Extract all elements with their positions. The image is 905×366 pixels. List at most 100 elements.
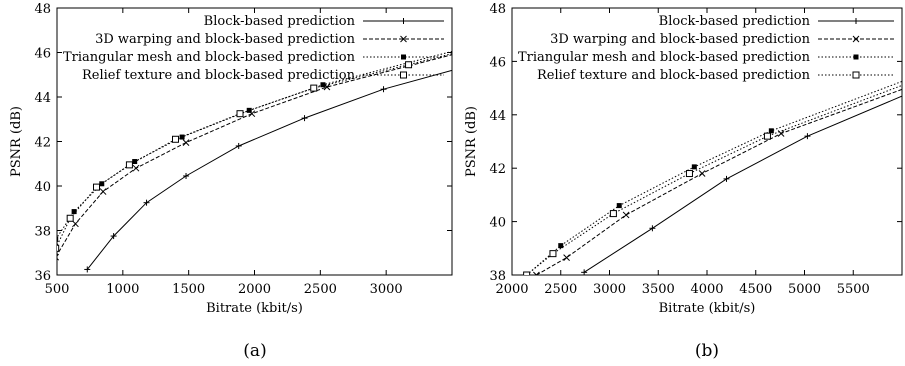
- data-point: [622, 211, 630, 219]
- data-point: [179, 134, 185, 140]
- data-point: [405, 61, 413, 69]
- data-point: [723, 175, 730, 182]
- legend-entry-label: Block-based prediction: [659, 14, 811, 29]
- plot-area: [57, 50, 452, 273]
- data-point: [310, 84, 318, 92]
- x-tick-label: 2500: [544, 282, 577, 297]
- x-tick-label: 500: [45, 282, 70, 297]
- legend-entry-label: Relief texture and block-based predictio…: [82, 68, 356, 83]
- data-point: [84, 266, 91, 273]
- data-point: [99, 188, 107, 195]
- legend: Block-based prediction 3D warping and blo…: [63, 14, 444, 83]
- series-line-4: [57, 53, 452, 247]
- x-tick-label: 4000: [690, 282, 723, 297]
- series-line-2: [536, 88, 902, 275]
- data-point: [698, 170, 706, 177]
- x-tick-label: 5000: [788, 282, 821, 297]
- legend-entry-label: 3D warping and block-based prediction: [95, 32, 356, 47]
- data-point: [182, 139, 190, 146]
- y-tick-label: 40: [489, 216, 506, 231]
- data-point: [183, 172, 190, 179]
- y-tick-label: 38: [34, 225, 51, 240]
- y-tick-label: 48: [489, 2, 506, 17]
- legend-marker: [852, 71, 860, 79]
- series-line-3: [57, 50, 452, 239]
- data-point: [533, 271, 540, 275]
- x-axis-label: Bitrate (kbit/s): [659, 301, 756, 316]
- legend-marker: [400, 18, 407, 24]
- x-tick-label: 2000: [238, 282, 271, 297]
- series-line-1: [583, 95, 902, 273]
- chart-b: 2000 2500 3000 3500 4000 4500 5000 5500 38 40 42 44…: [464, 2, 903, 361]
- data-point: [558, 243, 564, 249]
- y-axis-label: PSNR (dB): [9, 106, 24, 177]
- data-point: [93, 183, 100, 191]
- series-line-1: [86, 69, 452, 270]
- data-point: [581, 269, 588, 275]
- data-point: [235, 142, 242, 149]
- legend-entry-label: Relief texture and block-based predictio…: [537, 68, 811, 83]
- legend-entry-label: Triangular mesh and block-based predicti…: [63, 50, 356, 65]
- x-axis-label: Bitrate (kbit/s): [206, 301, 303, 316]
- legend-marker: [853, 18, 859, 24]
- data-point: [691, 164, 697, 170]
- legend-marker: [852, 35, 860, 43]
- y-tick-label: 42: [34, 136, 51, 151]
- data-point: [320, 82, 326, 88]
- x-tick-label: 3000: [593, 282, 626, 297]
- y-tick-label: 38: [489, 269, 506, 284]
- legend-entry-label: Triangular mesh and block-based predicti…: [518, 50, 811, 65]
- data-point: [125, 161, 133, 169]
- legend-marker: [400, 71, 407, 79]
- legend-entry-label: 3D warping and block-based prediction: [550, 32, 811, 47]
- legend-marker: [853, 54, 859, 60]
- series-line-2: [57, 54, 452, 256]
- data-point: [763, 132, 771, 140]
- plot-frame: [56, 7, 453, 276]
- data-point: [143, 199, 150, 206]
- data-point: [72, 220, 79, 228]
- y-tick-label: 42: [489, 162, 506, 177]
- legend-marker: [400, 35, 407, 43]
- subfigure-caption: (b): [695, 341, 719, 361]
- data-point: [649, 225, 656, 232]
- data-point: [563, 254, 570, 261]
- data-point: [172, 135, 179, 143]
- data-point: [66, 214, 74, 222]
- y-tick-label: 36: [34, 269, 51, 284]
- y-tick-label: 46: [34, 47, 51, 62]
- x-tick-label: 3000: [370, 282, 403, 297]
- data-point: [804, 133, 811, 140]
- series-line-4: [526, 84, 902, 275]
- plot-area: [523, 80, 902, 275]
- subfigure-caption: (a): [243, 341, 266, 361]
- y-axis-label: PSNR (dB): [464, 106, 479, 177]
- data-point: [380, 86, 387, 93]
- data-point: [616, 203, 622, 209]
- y-tick-label: 40: [34, 180, 51, 195]
- x-tick-label: 5500: [837, 282, 870, 297]
- y-tick-label: 48: [34, 2, 51, 17]
- legend: Block-based prediction 3D warping and blo…: [518, 14, 894, 83]
- data-point: [549, 250, 557, 258]
- data-point: [236, 110, 244, 118]
- y-tick-label: 44: [489, 109, 506, 124]
- data-point: [71, 209, 77, 215]
- x-tick-label: 2000: [495, 282, 528, 297]
- data-point: [57, 253, 60, 261]
- data-point: [57, 244, 60, 252]
- data-point: [99, 181, 105, 187]
- x-tick-label: 1500: [172, 282, 205, 297]
- data-point: [768, 128, 774, 134]
- data-point: [685, 170, 693, 178]
- data-point: [110, 233, 117, 240]
- y-tick-label: 46: [489, 55, 506, 70]
- x-tick-label: 4500: [739, 282, 772, 297]
- plot-frame: [511, 7, 903, 276]
- data-point: [609, 210, 617, 218]
- y-tick-label: 44: [34, 91, 51, 106]
- x-tick-label: 1000: [106, 282, 139, 297]
- series-line-3: [526, 80, 902, 275]
- x-tick-label: 3500: [642, 282, 675, 297]
